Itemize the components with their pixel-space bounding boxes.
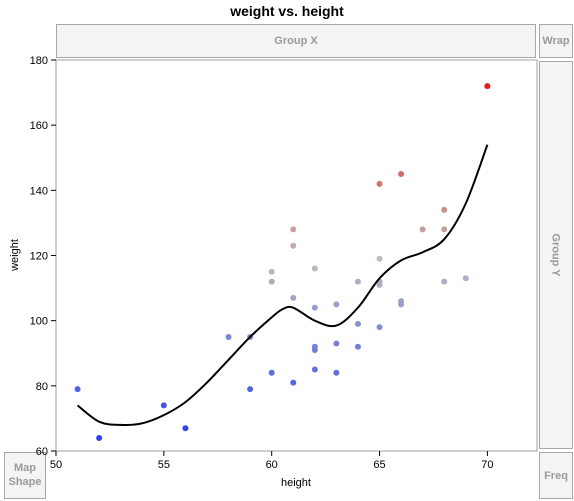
- data-point[interactable]: [398, 301, 405, 308]
- data-point[interactable]: [376, 180, 383, 187]
- chart-title: weight vs. height: [230, 3, 344, 19]
- y-axis-title: weight: [9, 239, 21, 272]
- data-point[interactable]: [268, 369, 275, 376]
- map-shape-label-line1: Map: [13, 461, 36, 474]
- freq-drop-zone[interactable]: Freq: [539, 452, 573, 499]
- x-tick-label: 50: [50, 459, 62, 471]
- group-y-drop-zone[interactable]: Group Y: [539, 61, 573, 449]
- data-point[interactable]: [441, 278, 448, 285]
- data-point[interactable]: [333, 340, 340, 347]
- smoother-line: [76, 144, 489, 427]
- data-point[interactable]: [398, 171, 405, 178]
- y-tick-label: 160: [30, 120, 48, 132]
- data-point[interactable]: [290, 242, 297, 249]
- data-point[interactable]: [311, 366, 318, 373]
- data-point[interactable]: [333, 369, 340, 376]
- x-tick-label: 55: [158, 459, 170, 471]
- y-tick-label: 120: [30, 251, 48, 263]
- x-tick-label: 60: [266, 459, 278, 471]
- map-shape-label-line2: Shape: [8, 475, 42, 488]
- group-x-drop-zone[interactable]: Group X: [56, 24, 536, 58]
- data-point[interactable]: [290, 379, 297, 386]
- data-point[interactable]: [74, 386, 81, 393]
- y-tick-label: 100: [30, 316, 48, 328]
- data-point[interactable]: [441, 226, 448, 233]
- data-point[interactable]: [247, 386, 254, 393]
- y-tick-label: 60: [36, 446, 48, 458]
- data-point[interactable]: [419, 226, 426, 233]
- y-tick-label: 140: [30, 185, 48, 197]
- data-point[interactable]: [182, 425, 189, 432]
- data-point[interactable]: [354, 278, 361, 285]
- data-point[interactable]: [311, 346, 318, 353]
- x-axis-title: height: [281, 477, 311, 489]
- y-tick-label: 80: [36, 381, 48, 393]
- data-point[interactable]: [268, 278, 275, 285]
- x-tick-label: 65: [373, 459, 385, 471]
- data-point[interactable]: [462, 275, 469, 282]
- data-point[interactable]: [376, 281, 383, 288]
- wrap-label: Wrap: [542, 35, 570, 47]
- data-point[interactable]: [354, 320, 361, 327]
- data-point[interactable]: [311, 304, 318, 311]
- data-point[interactable]: [96, 434, 103, 441]
- data-point[interactable]: [376, 255, 383, 262]
- data-point[interactable]: [160, 402, 167, 409]
- map-shape-drop-zone[interactable]: Map Shape: [4, 452, 46, 499]
- data-point[interactable]: [268, 268, 275, 275]
- data-point[interactable]: [311, 265, 318, 272]
- data-point[interactable]: [225, 333, 232, 340]
- group-x-label: Group X: [274, 35, 318, 47]
- data-point[interactable]: [290, 226, 297, 233]
- wrap-drop-zone[interactable]: Wrap: [539, 24, 573, 58]
- data-point[interactable]: [333, 301, 340, 308]
- data-point[interactable]: [484, 83, 491, 90]
- y-tick-label: 180: [30, 55, 48, 67]
- data-point[interactable]: [441, 206, 448, 213]
- x-tick-label: 70: [481, 459, 493, 471]
- freq-label: Freq: [544, 469, 568, 482]
- plot-frame: [55, 59, 538, 452]
- data-point[interactable]: [354, 343, 361, 350]
- data-point[interactable]: [290, 294, 297, 301]
- data-point[interactable]: [376, 324, 383, 331]
